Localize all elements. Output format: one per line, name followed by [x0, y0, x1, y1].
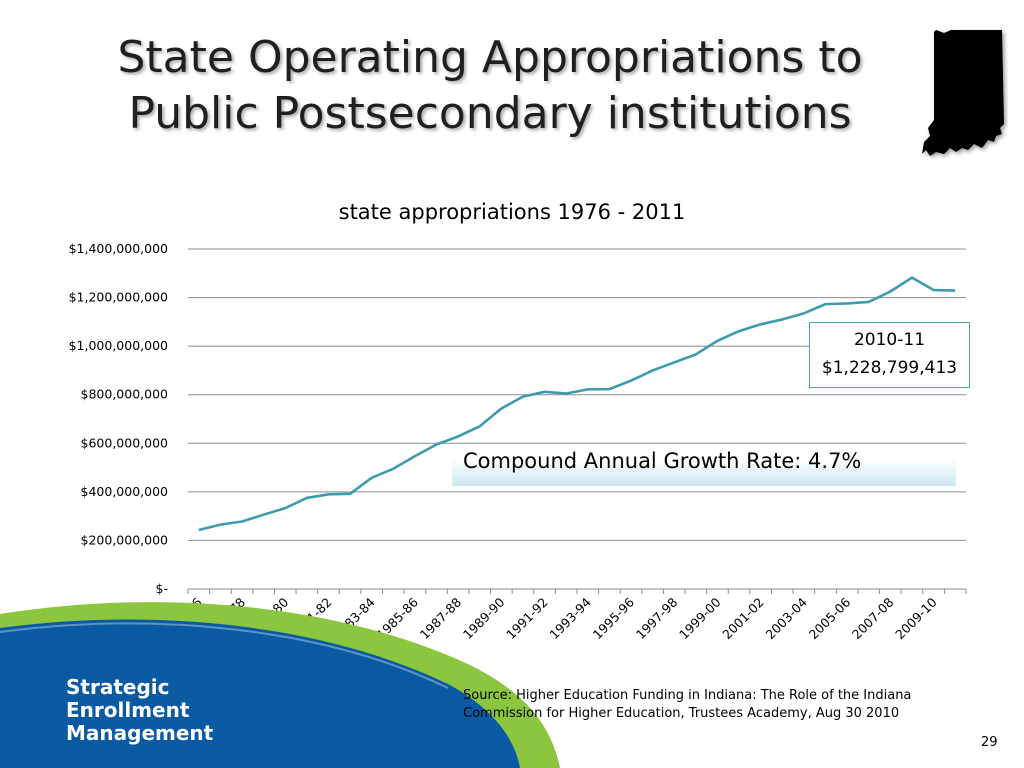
slide-title-line-2: Public Postsecondary institutions	[128, 88, 852, 139]
y-tick-label: $-	[156, 581, 168, 596]
x-tick-label: 1977-78	[201, 594, 249, 642]
chart-title: state appropriations 1976 - 2011	[339, 200, 686, 224]
x-tick-label: 1975-76	[157, 594, 205, 642]
callout-year: 2010-11	[853, 330, 926, 350]
latest-value-callout: 2010-11 $1,228,799,413	[809, 322, 970, 388]
indiana-map-icon	[922, 30, 1004, 156]
x-axis-tickmarks	[187, 589, 967, 594]
slide-title-line-1: State Operating Appropriations to	[117, 32, 863, 83]
y-tick-label: $200,000,000	[81, 532, 169, 547]
x-tick-label: 2009-10	[892, 594, 940, 642]
x-tick-label: 2007-08	[849, 594, 897, 642]
growth-rate-box: Compound Annual Growth Rate: 4.7%	[452, 444, 956, 486]
x-tick-label: 1981-82	[287, 595, 335, 643]
y-tick-label: $1,000,000,000	[69, 338, 168, 353]
slide-title: State Operating Appropriations to Public…	[40, 30, 940, 142]
callout-amount: $1,228,799,413	[821, 358, 958, 378]
x-tick-label: 1983-84	[330, 594, 378, 642]
brand-line-1: Strategic	[66, 675, 170, 699]
x-tick-label: 1987-88	[417, 594, 465, 642]
page-number: 29	[981, 735, 998, 750]
x-tick-label: 1995-96	[590, 594, 638, 642]
brand-logo-text: Strategic Enrollment Management	[66, 676, 213, 745]
x-tick-label: 1997-98	[633, 594, 681, 642]
growth-rate-label: Compound Annual Growth Rate: 4.7%	[463, 449, 862, 473]
y-tick-label: $400,000,000	[81, 484, 169, 499]
y-axis-ticks: $- $200,000,000 $400,000,000 $600,000,000 $8…	[69, 241, 168, 596]
x-tick-label: 2005-06	[806, 594, 854, 642]
x-tick-label: 1991-92	[503, 595, 551, 643]
x-tick-label: 2003-04	[762, 594, 810, 642]
x-tick-label: 1999-00	[676, 594, 724, 642]
series-line	[198, 276, 956, 532]
x-tick-label: 1993-94	[546, 594, 594, 642]
x-axis-ticks: 1975-761977-781979-801981-821983-841985-…	[157, 594, 939, 642]
source-note: Source: Higher Education Funding in Indi…	[463, 688, 912, 721]
y-tick-label: $600,000,000	[81, 435, 169, 450]
y-tick-label: $1,200,000,000	[69, 290, 168, 305]
brand-line-3: Management	[66, 721, 214, 745]
y-tick-label: $1,400,000,000	[69, 241, 168, 256]
x-tick-label: 1985-86	[373, 594, 421, 642]
x-tick-label: 1979-80	[244, 594, 292, 642]
x-tick-label: 2001-02	[719, 595, 767, 643]
y-tick-label: $800,000,000	[81, 387, 169, 402]
x-tick-label: 1989-90	[460, 594, 508, 642]
gridlines	[188, 248, 966, 541]
brand-line-2: Enrollment	[66, 698, 190, 722]
